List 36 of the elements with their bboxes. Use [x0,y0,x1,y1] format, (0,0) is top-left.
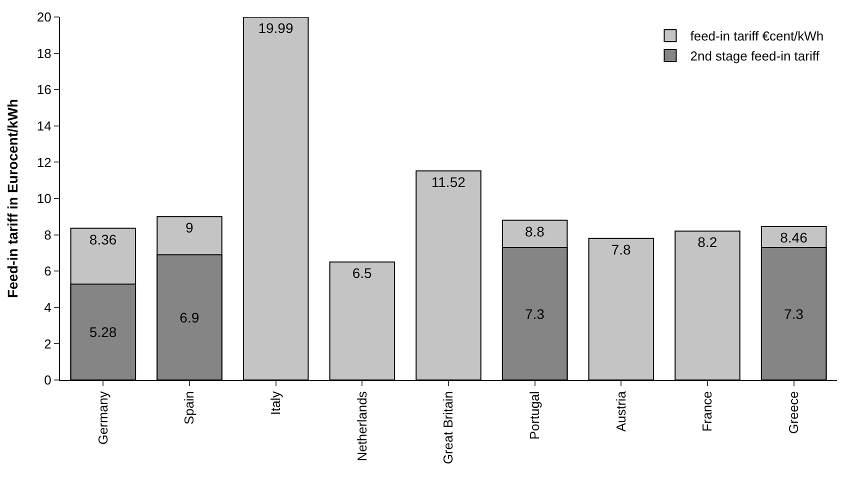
x-tick-label: Spain [182,391,197,424]
data-label: 6.9 [180,309,200,326]
x-tick-label: Great Britain [440,391,456,464]
y-tick-label: 6 [44,264,52,279]
data-label: 8.2 [698,234,718,250]
legend-label: 2nd stage feed-in tariff [690,48,820,64]
data-label: 7.3 [524,306,545,322]
y-tick-label: 4 [44,300,52,315]
data-label: 19.99 [258,20,294,36]
x-tick-label: Greece [786,391,802,434]
y-tick-label: 8 [44,227,52,242]
y-tick-label: 20 [36,10,52,25]
data-label: 8.36 [89,231,117,248]
x-tick-label: France [700,391,715,432]
x-tick-label: Germany [95,390,110,445]
y-tick-label: 18 [36,46,52,61]
x-tick-label: Netherlands [354,390,370,462]
data-label: 8.8 [524,223,545,240]
x-tick-label: Austria [613,390,628,432]
data-label: 7.8 [611,241,632,258]
y-tick-label: 12 [36,154,52,170]
y-tick-label: 0 [44,372,52,388]
data-label: 7.3 [784,306,804,322]
x-tick-label: Portugal [527,391,542,440]
y-tick-label: 10 [36,191,52,206]
x-tick-label: Italy [268,390,284,416]
y-tick-label: 16 [36,82,52,98]
y-tick-label: 2 [44,336,52,352]
data-label: 9 [186,220,194,236]
y-tick-label: 14 [36,118,52,134]
data-label: 5.28 [89,324,117,340]
data-label: 6.5 [352,265,372,282]
y-axis-title: Feed-in tariff in Eurocent/kWh [4,98,21,298]
data-label: 8.46 [780,229,808,246]
legend-label: feed-in tariff €cent/kWh [690,28,824,44]
data-label: 11.52 [431,174,466,190]
